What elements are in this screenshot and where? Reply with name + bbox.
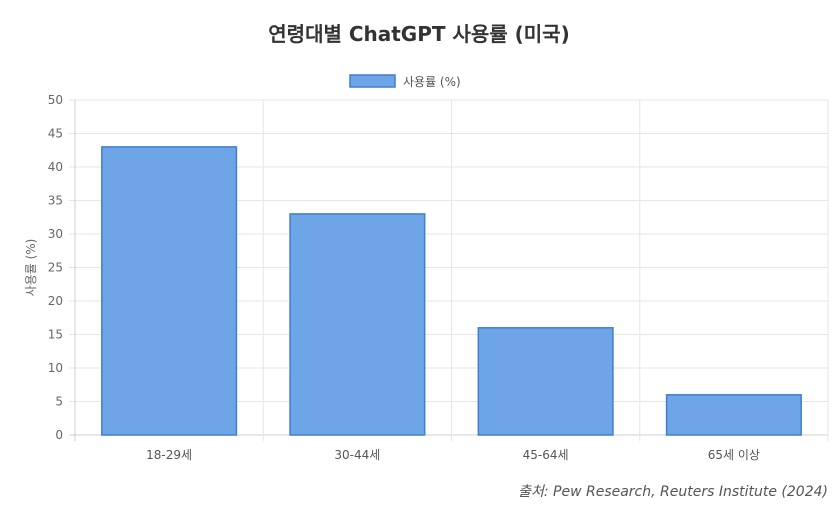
legend[interactable]: 사용률 (%) [349, 74, 461, 89]
y-tick-label: 50 [48, 93, 63, 107]
legend-swatch [349, 74, 396, 88]
y-tick-label: 5 [55, 395, 63, 409]
x-tick-label: 18-29세 [146, 448, 192, 462]
source-note: 출처: Pew Research, Reuters Institute (202… [518, 484, 828, 500]
y-tick-label: 25 [48, 261, 63, 275]
axes: 0 5 10 15 20 25 30 35 40 45 50 18-29세 30-44세 45-64세 65… [24, 93, 760, 462]
y-axis-label: 사용률 (%) [24, 239, 38, 297]
y-tick-label: 35 [48, 194, 63, 208]
y-tick-label: 30 [48, 227, 63, 241]
y-tick-label: 40 [48, 160, 63, 174]
bar[interactable] [477, 327, 614, 436]
y-tick-label: 0 [55, 428, 63, 442]
chart-title: 연령대별 ChatGPT 사용률 (미국) [268, 22, 570, 46]
legend-label[interactable]: 사용률 (%) [403, 75, 461, 89]
x-tick-label: 65세 이상 [708, 448, 760, 462]
y-tick-label: 15 [48, 328, 63, 342]
bar[interactable] [101, 146, 238, 436]
bars [101, 146, 802, 436]
bar[interactable] [289, 213, 426, 436]
y-tick-label: 45 [48, 127, 63, 141]
bar[interactable] [665, 394, 802, 436]
y-tick-label: 10 [48, 361, 63, 375]
x-tick-label: 30-44세 [334, 448, 380, 462]
y-tick-label: 20 [48, 294, 63, 308]
x-tick-label: 45-64세 [523, 448, 569, 462]
